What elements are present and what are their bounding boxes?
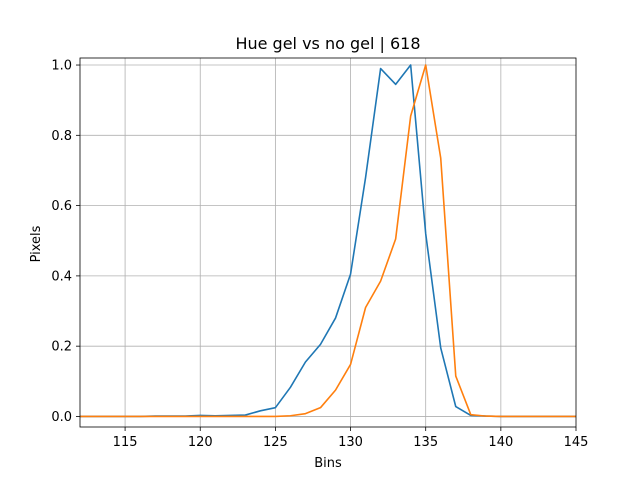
y-axis-label: Pixels	[29, 225, 44, 262]
y-tick-label: 0.2	[51, 340, 72, 355]
x-tick-label: 135	[413, 435, 438, 450]
y-tick-label: 0.4	[51, 269, 72, 284]
x-tick-label: 120	[188, 435, 213, 450]
x-axis-label: Bins	[314, 456, 342, 471]
x-tick-label: 140	[488, 435, 513, 450]
plot-area: 115 120 125 130 135 140 145 0.0 0.2 0.4 0.6 0.8 1.0	[51, 57, 589, 450]
y-tick-label: 0.6	[51, 199, 72, 214]
x-tick-label: 130	[338, 435, 363, 450]
x-tick-label: 115	[113, 435, 138, 450]
chart-title: Hue gel vs no gel | 618	[235, 34, 420, 53]
y-tick-label: 1.0	[51, 59, 72, 74]
x-tick-label: 125	[263, 435, 288, 450]
y-tick-label: 0.8	[51, 129, 72, 144]
x-tick-label: 145	[564, 435, 589, 450]
series-line-2	[80, 64, 576, 418]
axes-frame	[79, 57, 577, 428]
y-tick-label: 0.0	[51, 410, 72, 425]
